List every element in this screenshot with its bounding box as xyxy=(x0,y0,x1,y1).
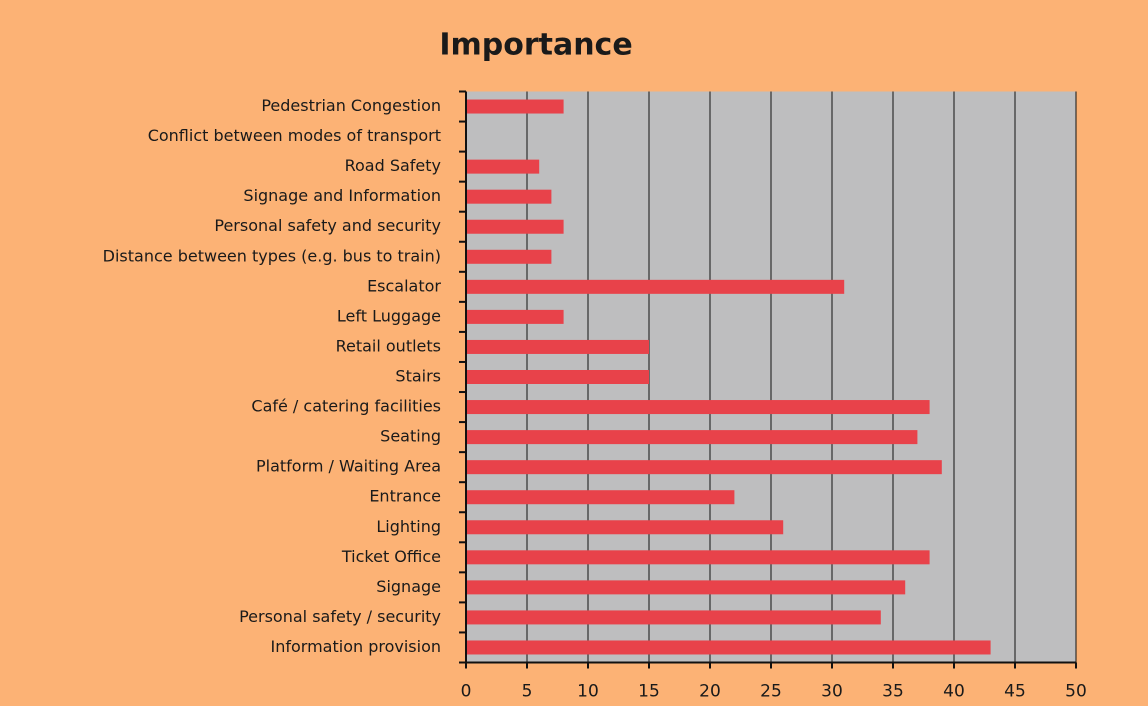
y-tick-label: Retail outlets xyxy=(336,336,441,355)
x-tick-label: 25 xyxy=(760,682,782,702)
x-tick-label: 20 xyxy=(699,682,721,702)
x-tick-label: 10 xyxy=(577,682,599,702)
y-tick-label: Escalator xyxy=(367,276,441,295)
x-tick-label: 15 xyxy=(638,682,660,702)
y-tick-label: Seating xyxy=(380,427,441,446)
bar xyxy=(466,249,552,264)
y-tick-label: Café / catering facilities xyxy=(251,397,441,416)
bar xyxy=(466,189,552,204)
y-tick-label: Stairs xyxy=(395,367,441,386)
y-tick-label: Signage xyxy=(376,577,441,596)
x-tick-label: 50 xyxy=(1065,682,1087,702)
y-tick-label: Pedestrian Congestion xyxy=(261,96,441,115)
bar xyxy=(466,520,784,535)
bar xyxy=(466,580,906,595)
bar xyxy=(466,99,564,114)
bar xyxy=(466,219,564,234)
y-tick-label: Information provision xyxy=(271,637,442,656)
x-tick-label: 30 xyxy=(821,682,843,702)
y-tick-label: Personal safety and security xyxy=(214,216,441,235)
y-tick-label: Signage and Information xyxy=(243,186,441,205)
bar xyxy=(466,490,735,505)
y-tick-label: Ticket Office xyxy=(341,547,441,566)
x-tick-label: 35 xyxy=(882,682,904,702)
y-tick-label: Platform / Waiting Area xyxy=(256,457,441,476)
y-tick-label: Left Luggage xyxy=(337,306,441,325)
bar xyxy=(466,610,881,625)
y-tick-label: Road Safety xyxy=(345,156,441,175)
x-tick-label: 45 xyxy=(1004,682,1026,702)
x-tick-label: 0 xyxy=(461,682,472,702)
x-tick-label: 40 xyxy=(943,682,965,702)
bar xyxy=(466,159,540,174)
bar xyxy=(466,339,649,354)
bar xyxy=(466,640,991,655)
bar xyxy=(466,370,649,384)
y-tick-label: Distance between types (e.g. bus to trai… xyxy=(103,246,441,265)
chart-title: Importance xyxy=(439,28,632,63)
y-tick-label: Lighting xyxy=(376,517,441,536)
bar xyxy=(466,279,845,294)
x-tick-label: 5 xyxy=(522,682,533,702)
bar xyxy=(466,400,930,415)
bar xyxy=(466,550,930,565)
y-tick-label: Entrance xyxy=(369,487,441,506)
bar xyxy=(466,430,918,445)
bar xyxy=(466,309,564,324)
y-tick-label: Personal safety / security xyxy=(239,607,441,626)
bar xyxy=(466,460,942,475)
y-tick-label: Conflict between modes of transport xyxy=(148,126,441,145)
